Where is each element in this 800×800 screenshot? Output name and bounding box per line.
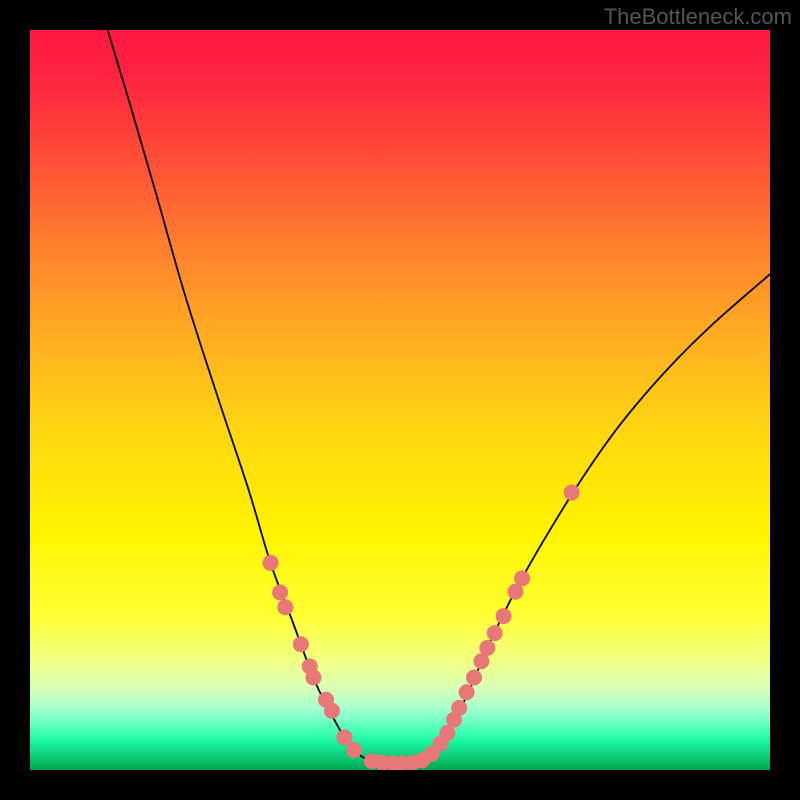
marker-point bbox=[272, 584, 288, 600]
markers-right bbox=[424, 570, 530, 761]
plot-area bbox=[30, 30, 770, 770]
main-curve bbox=[108, 30, 770, 763]
marker-point bbox=[459, 684, 475, 700]
marker-point bbox=[466, 670, 482, 686]
marker-point bbox=[496, 608, 512, 624]
marker-point bbox=[479, 640, 495, 656]
marker-point bbox=[514, 570, 530, 586]
watermark-text: TheBottleneck.com bbox=[604, 4, 792, 30]
marker-point bbox=[277, 599, 293, 615]
curve-overlay bbox=[30, 30, 770, 770]
marker-point bbox=[564, 485, 580, 501]
marker-point bbox=[346, 742, 362, 758]
marker-outlier bbox=[564, 485, 580, 501]
markers-left bbox=[263, 555, 363, 758]
marker-point bbox=[305, 670, 321, 686]
markers-flat bbox=[364, 752, 430, 770]
marker-point bbox=[337, 729, 353, 745]
marker-point bbox=[263, 555, 279, 571]
marker-point bbox=[451, 700, 467, 716]
chart-frame: TheBottleneck.com bbox=[0, 0, 800, 800]
marker-point bbox=[324, 703, 340, 719]
marker-point bbox=[293, 636, 309, 652]
marker-point bbox=[487, 625, 503, 641]
